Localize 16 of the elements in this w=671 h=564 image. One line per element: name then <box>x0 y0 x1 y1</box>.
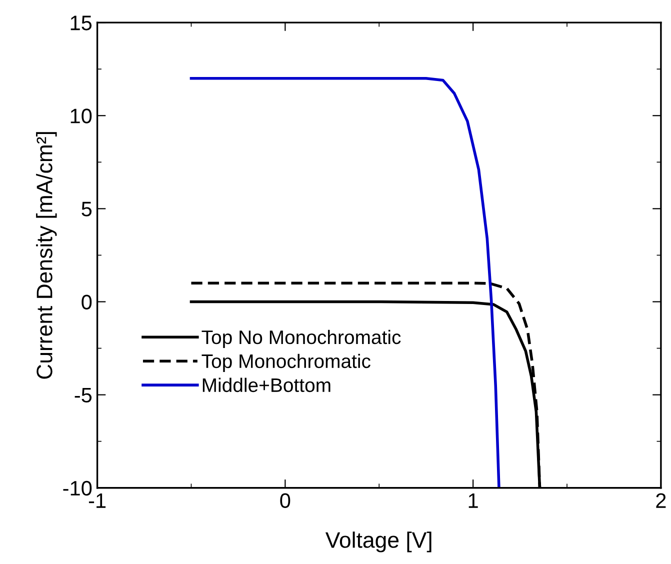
y-tick-label: 5 <box>82 202 92 216</box>
x-tick-label: 2 <box>656 493 666 508</box>
x-tick-label: -1 <box>88 493 106 508</box>
y-tick-label: 0 <box>82 294 92 310</box>
x-tick-label: 0 <box>280 493 290 508</box>
x-axis-title: Voltage [V] <box>325 532 432 552</box>
legend-label: Middle+Bottom <box>202 378 330 392</box>
y-tick-label: -10 <box>63 480 92 496</box>
legend-label: Top No Monochromatic <box>202 330 401 348</box>
x-tick-label: 1 <box>468 493 478 508</box>
y-tick-label: -5 <box>74 388 92 403</box>
y-tick-label: 15 <box>70 16 92 30</box>
y-tick-label: 10 <box>70 108 92 124</box>
legend-label: Top Monochromatic <box>202 354 370 372</box>
y-axis-title: Current Density [mA/cm²] <box>36 132 57 379</box>
line-series <box>190 77 500 488</box>
